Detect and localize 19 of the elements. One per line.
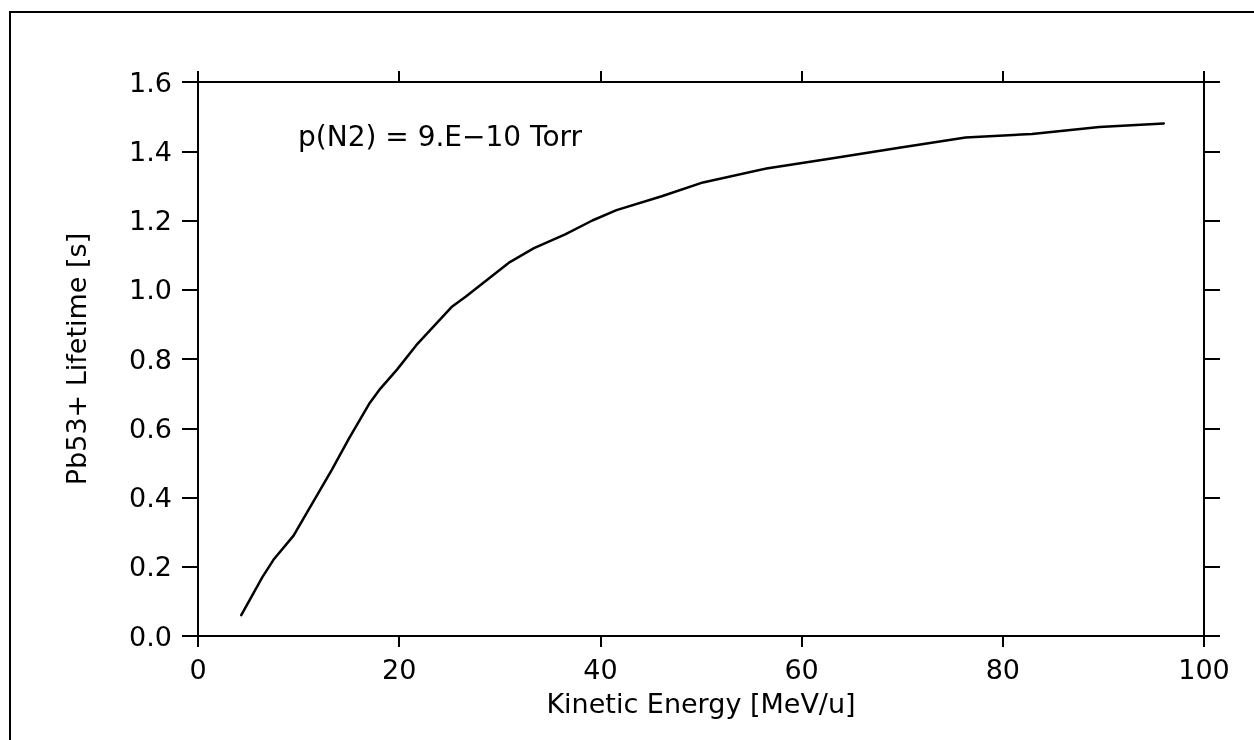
x-tick-label: 100 [1178,654,1230,685]
y-tick-label: 1.0 [129,274,172,306]
x-tick-label: 60 [784,654,819,685]
y-tick-label: 0.2 [129,551,172,583]
y-tick-label: 0.6 [129,412,172,444]
y-tick-label: 1.2 [129,205,172,236]
x-tick-label: 80 [985,654,1020,685]
y-tick-label: 0.8 [129,343,172,375]
x-tick-label: 40 [583,654,618,685]
y-tick-label: 1.4 [129,135,172,167]
line-series [240,122,1166,617]
annotation: p(N2) = 9.E−10 Torr [298,119,583,153]
y-tick-label: 0.4 [129,482,172,513]
x-axis-title: Kinetic Energy [MeV/u] [546,688,856,719]
y-axis-title: Pb53+ Lifetime [s] [61,232,92,486]
x-tick-label: 0 [189,654,207,685]
y-tick-label: 1.6 [129,66,172,98]
x-tick-label: 20 [382,654,417,685]
y-tick-label: 0.0 [129,620,172,652]
